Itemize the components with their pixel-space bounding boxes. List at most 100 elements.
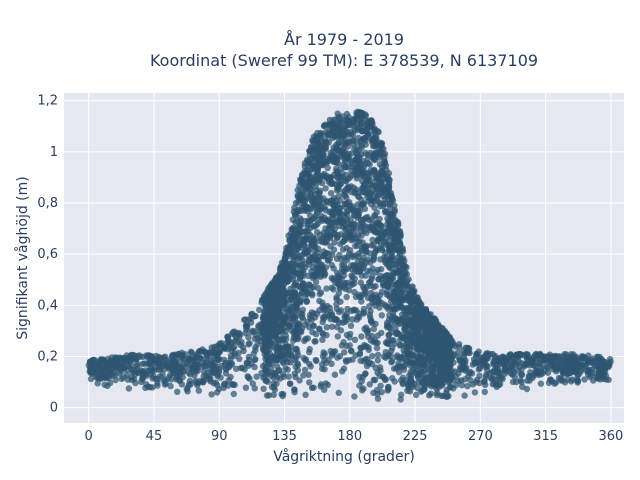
scatter-point xyxy=(342,126,349,133)
scatter-point xyxy=(385,187,393,194)
scatter-point xyxy=(348,347,355,354)
scatter-point xyxy=(377,232,385,239)
scatter-point xyxy=(275,339,283,347)
scatter-point xyxy=(285,343,292,350)
scatter-point xyxy=(270,374,277,381)
scatter-point xyxy=(359,387,366,394)
scatter-point xyxy=(393,264,400,272)
scatter-point xyxy=(325,216,332,223)
scatter-point xyxy=(313,357,320,365)
scatter-point xyxy=(544,364,552,371)
scatter-point xyxy=(261,308,268,315)
scatter-point xyxy=(407,291,414,298)
scatter-point xyxy=(353,186,360,193)
scatter-point xyxy=(476,365,484,372)
scatter-point xyxy=(385,332,392,339)
scatter-point xyxy=(435,362,443,369)
scatter-point xyxy=(339,268,346,275)
scatter-point xyxy=(385,306,392,313)
scatter-point xyxy=(170,370,177,377)
scatter-point xyxy=(366,172,374,179)
scatter-point xyxy=(156,354,164,361)
scatter-point xyxy=(303,183,311,190)
scatter-point xyxy=(320,195,327,202)
scatter-point xyxy=(412,391,420,399)
scatter-point xyxy=(484,367,491,374)
scatter-point xyxy=(377,367,384,374)
scatter-point xyxy=(327,190,335,197)
scatter-point xyxy=(312,338,319,345)
scatter-point xyxy=(554,353,561,360)
scatter-point xyxy=(306,231,313,238)
scatter-point xyxy=(393,329,401,336)
scatter-point xyxy=(293,354,300,361)
scatter-point xyxy=(317,206,324,213)
scatter-point xyxy=(288,327,295,334)
scatter-point xyxy=(338,342,346,349)
scatter-point xyxy=(322,144,329,152)
scatter-point xyxy=(307,363,314,370)
scatter-point xyxy=(335,389,342,396)
scatter-point xyxy=(359,291,366,298)
scatter-point xyxy=(511,373,519,381)
scatter-point xyxy=(537,380,545,387)
scatter-point xyxy=(300,270,307,277)
scatter-point xyxy=(397,288,404,295)
scatter-point xyxy=(318,381,325,388)
scatter-point xyxy=(112,372,119,379)
scatter-point xyxy=(314,267,321,275)
scatter-point xyxy=(398,298,405,305)
scatter-point xyxy=(448,337,455,344)
scatter-point xyxy=(293,306,301,313)
scatter-point xyxy=(309,292,316,299)
scatter-point xyxy=(376,199,383,206)
scatter-point xyxy=(580,354,587,362)
scatter-point xyxy=(439,332,447,339)
scatter-point xyxy=(329,276,337,283)
scatter-point xyxy=(419,387,426,394)
scatter-point xyxy=(455,354,462,361)
scatter-point xyxy=(462,344,469,351)
scatter-point xyxy=(280,370,287,378)
scatter-point xyxy=(321,238,329,246)
scatter-point xyxy=(409,317,416,324)
scatter-point xyxy=(202,362,210,369)
scatter-point xyxy=(263,377,270,384)
scatter-point xyxy=(374,237,381,245)
scatter-point xyxy=(201,349,209,356)
scatter-point xyxy=(572,368,579,375)
scatter-point xyxy=(362,137,369,144)
x-axis-ticks: 0 45 90 135 180 225 270 315 360 xyxy=(85,429,624,444)
scatter-point xyxy=(351,336,359,343)
scatter-point xyxy=(350,212,357,219)
scatter-point xyxy=(353,111,360,118)
scatter-point xyxy=(370,137,377,144)
scatter-point xyxy=(317,231,324,238)
scatter-point xyxy=(359,200,367,207)
scatter-point xyxy=(390,337,397,344)
scatter-point xyxy=(215,385,223,393)
scatter-point xyxy=(553,362,561,369)
scatter-point xyxy=(394,246,401,254)
scatter-point xyxy=(315,158,322,166)
scatter-point xyxy=(342,204,350,211)
scatter-point xyxy=(440,353,447,360)
scatter-point xyxy=(370,325,378,333)
scatter-point xyxy=(308,254,315,261)
scatter-point xyxy=(361,341,368,349)
scatter-point xyxy=(353,263,360,270)
scatter-point xyxy=(310,163,318,170)
scatter-point xyxy=(396,240,404,247)
scatter-point xyxy=(349,253,356,261)
scatter-point xyxy=(526,372,533,380)
scatter-point xyxy=(242,322,250,329)
scatter-point xyxy=(87,375,95,383)
scatter-point xyxy=(404,310,411,317)
scatter-point xyxy=(284,278,292,285)
scatter-point xyxy=(101,365,109,373)
scatter-point xyxy=(466,370,473,377)
scatter-point xyxy=(342,164,350,171)
scatter-point xyxy=(326,174,334,181)
scatter-point xyxy=(305,248,312,255)
scatter-point xyxy=(394,279,402,287)
